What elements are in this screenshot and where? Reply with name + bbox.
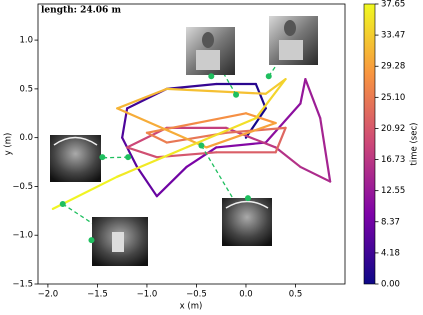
trajectory-segment	[299, 78, 307, 105]
keyframe-link	[200, 145, 248, 223]
trajectory-segment	[244, 112, 277, 125]
x-tick-label: −0.5	[186, 290, 207, 300]
y-axis-label: y (m)	[4, 133, 14, 156]
keyframe-point	[59, 201, 66, 207]
keyframe-point	[233, 91, 240, 98]
x-axis-label: x (m)	[180, 302, 203, 312]
trajectory-segment	[254, 78, 287, 120]
colorbar-tick-label: 20.92	[381, 124, 405, 134]
y-tick-label: −1.0	[12, 231, 33, 241]
colorbar-tick-label: 8.37	[381, 217, 400, 227]
colorbar-tick-label: 0.00	[381, 280, 400, 290]
y-tick-label: −1.5	[12, 280, 33, 290]
x-tick-label: −1.5	[87, 290, 108, 300]
photo	[222, 198, 272, 246]
trajectory-segment	[319, 117, 332, 183]
colorbar-tick-label: 29.28	[381, 62, 405, 72]
trajectory-segment	[121, 136, 139, 169]
trajectory-segment	[116, 146, 188, 178]
colorbar-tick-label: 25.10	[381, 93, 405, 103]
photo	[269, 16, 318, 65]
length-annotation: length: 24.06 m	[41, 6, 121, 16]
y-tick-label: −0.5	[12, 182, 33, 192]
trajectory-segment	[145, 131, 168, 144]
keyframe-point	[208, 73, 215, 80]
colorbar	[363, 3, 376, 285]
trajectory-segment	[264, 102, 302, 144]
keyframe-point	[99, 154, 106, 161]
keyframe-point	[88, 237, 95, 244]
x-tick-label: 0.5	[289, 290, 303, 300]
x-tick-label: −2.0	[38, 290, 59, 300]
colorbar-label: time (sec)	[410, 123, 420, 166]
trajectory-segment	[165, 87, 267, 95]
trajectory-segment	[165, 82, 218, 90]
trajectory-segment	[274, 126, 287, 154]
trajectory-segment	[185, 117, 257, 149]
trajectory-segment	[254, 82, 267, 110]
keyframe-point	[198, 142, 205, 149]
trajectory-segment	[195, 112, 248, 125]
trajectory-segment	[116, 87, 168, 110]
trajectory-segment	[155, 165, 188, 198]
trajectory-segment	[185, 146, 218, 169]
colorbar-tick-label: 37.65	[381, 0, 405, 10]
x-tick-label: −1.0	[137, 290, 158, 300]
x-tick-label: 0.0	[239, 290, 253, 300]
trajectory-segment	[274, 146, 302, 169]
trajectory-segment	[205, 121, 277, 149]
photo	[186, 27, 235, 75]
colorbar-tick-label: 33.47	[381, 31, 405, 41]
y-tick-label: 0.0	[19, 133, 33, 143]
colorbar-tick-label: 16.73	[381, 155, 405, 165]
photo	[50, 135, 101, 182]
keyframe-point	[265, 73, 272, 80]
trajectory-segment	[145, 121, 198, 134]
photos	[50, 16, 318, 266]
y-tick-label: 0.5	[19, 84, 33, 94]
trajectory-segment	[299, 165, 332, 183]
y-tick-label: 1.0	[19, 36, 33, 46]
colorbar-tick-label: 12.55	[381, 186, 405, 196]
trajectory-segment	[215, 141, 267, 149]
trajectory-segment	[264, 78, 287, 95]
keyframe-point	[125, 154, 132, 161]
trajectory-segment	[304, 78, 322, 120]
keyframe-point	[244, 195, 251, 202]
trajectory-segment	[116, 107, 208, 149]
trajectory-segment	[126, 146, 158, 159]
photo	[92, 217, 148, 266]
trajectory-segment	[135, 165, 158, 198]
colorbar-tick-label: 4.18	[381, 248, 400, 258]
